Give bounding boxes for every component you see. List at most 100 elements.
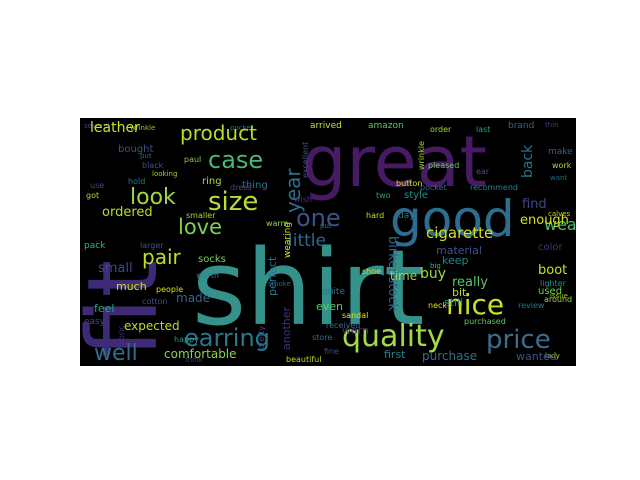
word-quite: quite — [322, 287, 345, 297]
word-small: small — [98, 261, 133, 276]
word-work: work — [552, 161, 572, 170]
word-day: day — [398, 211, 415, 221]
word-socks: socks — [198, 254, 226, 265]
word-bit: bit — [452, 286, 467, 299]
word-ring: ring — [202, 176, 222, 187]
word-pair: pair — [142, 245, 182, 269]
word-pocket: pocket — [420, 183, 447, 192]
word-look: look — [130, 185, 176, 210]
word-wearing: wearing — [283, 222, 293, 258]
word-brand: brand — [508, 121, 534, 131]
word-ordered: ordered — [102, 205, 153, 220]
word-around: around — [544, 295, 572, 304]
word-wrinkle: wrinkle — [417, 141, 426, 170]
word-shoe: shoe — [362, 267, 381, 276]
word-leather: leather — [90, 120, 140, 136]
word-warm: warm — [266, 219, 289, 228]
word-comfortable: comfortable — [164, 347, 237, 361]
word-wish: wish — [294, 195, 312, 204]
word-filler: several — [84, 122, 110, 130]
word-back: back — [520, 144, 536, 178]
word-black: black — [142, 161, 164, 170]
word-product: product — [180, 121, 257, 145]
word-birkenstock: birkenstock — [385, 236, 400, 311]
word-wanted: wanted — [516, 350, 557, 363]
word-keep: keep — [442, 254, 469, 267]
word-time: time — [390, 269, 417, 283]
word-made: made — [176, 291, 210, 305]
word-still: still — [444, 296, 463, 309]
word-pretty: pretty — [257, 326, 266, 350]
word-review: review — [518, 301, 545, 310]
word-recommend: recommend — [470, 183, 518, 192]
word-ear: ear — [476, 167, 490, 176]
word-well: well — [94, 341, 138, 366]
word-worth: worth — [196, 271, 219, 280]
word-buy: buy — [420, 266, 446, 282]
word-lighter: lighter — [540, 279, 567, 288]
word-wear: wear — [544, 215, 576, 234]
word-enough: enough — [520, 213, 569, 228]
word-worn: worn — [342, 324, 369, 337]
word-thing: thing — [242, 180, 268, 191]
word-really: really — [452, 275, 488, 290]
word-little: little — [288, 231, 326, 251]
word-happy: happy — [174, 335, 199, 344]
word-two: two — [376, 191, 391, 200]
word-cotton: cotton — [142, 297, 168, 306]
word-feel: feel — [94, 302, 114, 315]
word-fine: fine — [324, 347, 339, 356]
word-case: case — [208, 146, 263, 174]
word-arrived: arrived — [310, 121, 342, 131]
word-year: year — [281, 168, 305, 213]
word-quality: quality — [342, 319, 445, 354]
word-make: make — [548, 147, 573, 157]
word-pleased: pleased — [428, 161, 459, 170]
word-much: much — [116, 280, 147, 293]
word-earring: earring — [184, 324, 270, 352]
word-fit: fit — [80, 260, 179, 358]
word-neck: neck — [428, 301, 447, 310]
word-use: use — [90, 181, 104, 190]
word-filler: think — [185, 356, 204, 364]
word-bought: bought — [118, 144, 153, 155]
word-expected: expected — [124, 319, 180, 333]
word-dress: dress — [230, 183, 251, 192]
word-filler: calves — [548, 210, 571, 218]
word-received: received — [326, 321, 360, 330]
word-first: first — [384, 348, 406, 361]
word-filler: put — [140, 152, 152, 160]
word-cloud-canvas: several wrinkle put looking pocket thin … — [80, 120, 576, 366]
word-filler: lady — [545, 352, 560, 360]
word-order: order — [430, 125, 452, 134]
word-shirt: shirt — [192, 227, 425, 349]
word-filler: thin — [545, 121, 559, 129]
word-amazon: amazon — [368, 121, 404, 131]
word-hard: hard — [366, 211, 384, 220]
word-beautiful: beautiful — [286, 355, 321, 364]
word-boot: boot — [538, 263, 567, 278]
word-put: put — [320, 222, 332, 230]
word-calves: big — [430, 262, 441, 270]
word-purchase: purchase — [422, 349, 477, 363]
word-people: people — [156, 285, 183, 294]
word-size: size — [208, 187, 258, 217]
word-price: price — [486, 325, 551, 355]
word-button: button — [396, 179, 422, 188]
word-filler: want — [550, 174, 567, 182]
word-pack: pack — [84, 241, 106, 251]
word-style: style — [404, 190, 428, 201]
word-find: find — [522, 197, 547, 212]
word-cigarette: cigarette — [426, 224, 493, 242]
word-great: great — [302, 121, 487, 203]
word-another: another — [280, 307, 293, 350]
word-last: last — [476, 125, 490, 134]
word-got: got — [86, 191, 99, 200]
word-cloud: several wrinkle put looking pocket thin … — [80, 118, 576, 366]
word-filler: pocket — [230, 124, 254, 132]
word-even: even — [316, 300, 343, 313]
word-color: color — [538, 242, 564, 253]
word-nice: nice — [446, 288, 504, 321]
word-perfect: perfect — [266, 256, 279, 296]
word-excellent: excellent — [301, 142, 310, 178]
